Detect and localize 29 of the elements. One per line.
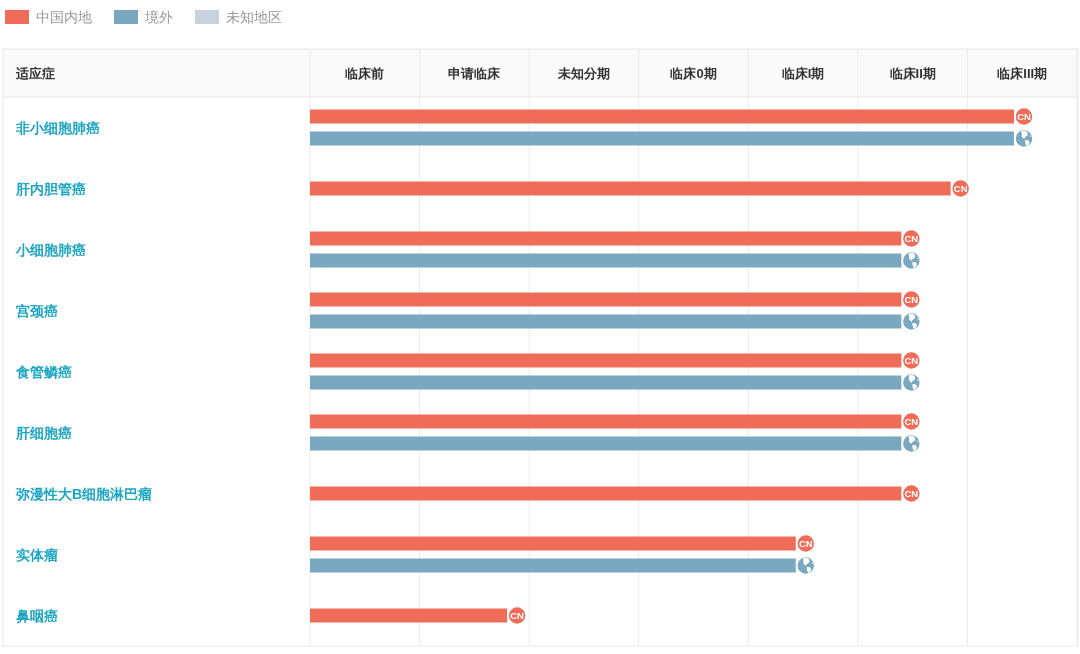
y-tick-label: 小细胞肺癌 bbox=[15, 241, 86, 258]
legend-label: 中国内地 bbox=[36, 9, 92, 25]
text: 临床III期 bbox=[997, 66, 1048, 81]
annotation: CN bbox=[904, 232, 919, 244]
y-tick-label: 食管鳞癌 bbox=[15, 363, 72, 380]
text: 临床0期 bbox=[670, 66, 717, 81]
text: 临床前 bbox=[345, 66, 385, 81]
annotation: CN bbox=[904, 415, 919, 427]
annotation: CN bbox=[510, 609, 525, 621]
annotation: CN bbox=[904, 293, 919, 305]
y-axis-title: 适应症 bbox=[15, 66, 55, 81]
annotation: CN bbox=[904, 354, 919, 366]
annotation: CN bbox=[904, 487, 919, 499]
text: 临床II期 bbox=[889, 66, 936, 81]
y-tick-label: 肝细胞癌 bbox=[15, 424, 72, 441]
y-tick-label: 宫颈癌 bbox=[16, 302, 58, 319]
text: 申请临床 bbox=[448, 66, 502, 81]
annotation: CN bbox=[798, 537, 813, 549]
text: 未知分期 bbox=[556, 66, 610, 81]
annotation: CN bbox=[953, 182, 968, 194]
y-tick-label: 实体瘤 bbox=[16, 546, 58, 563]
y-tick-label: 鼻咽癌 bbox=[15, 607, 58, 624]
legend-label: 境外 bbox=[144, 9, 173, 25]
y-tick-label: 肝内胆管癌 bbox=[15, 180, 86, 197]
y-tick-label: 弥漫性大B细胞淋巴瘤 bbox=[16, 485, 153, 502]
annotation: CN bbox=[1017, 110, 1031, 122]
text: 临床I期 bbox=[781, 66, 825, 81]
legend-label: 未知地区 bbox=[226, 9, 282, 25]
y-tick-label: 非小细胞肺癌 bbox=[15, 119, 100, 136]
